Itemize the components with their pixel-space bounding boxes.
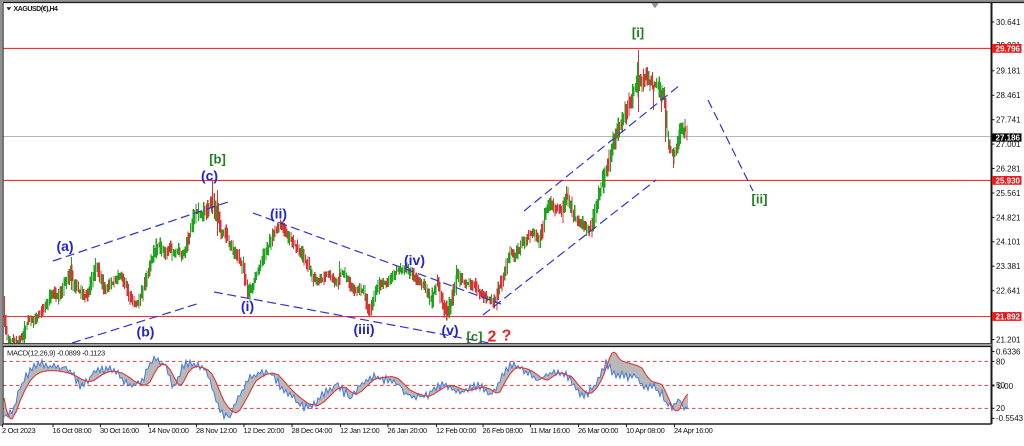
- svg-text:25.561: 25.561: [996, 189, 1021, 198]
- svg-text:(v): (v): [441, 322, 458, 338]
- svg-text:28 Nov 12:00: 28 Nov 12:00: [196, 426, 237, 435]
- svg-text:24.821: 24.821: [996, 213, 1021, 222]
- svg-text:2 Oct 2023: 2 Oct 2023: [2, 426, 35, 435]
- svg-text:26.281: 26.281: [996, 164, 1021, 173]
- svg-text:(iv): (iv): [404, 252, 425, 268]
- svg-text:22.641: 22.641: [996, 287, 1021, 296]
- svg-text:0.00: 0.00: [998, 382, 1014, 391]
- svg-text:26 Feb 08:00: 26 Feb 08:00: [483, 426, 523, 435]
- svg-text:21.892: 21.892: [996, 313, 1021, 322]
- svg-text:16 Oct 08:00: 16 Oct 08:00: [53, 426, 92, 435]
- svg-text:[b]: [b]: [209, 151, 226, 166]
- svg-text:2: 2: [488, 328, 497, 345]
- svg-text:29.181: 29.181: [996, 67, 1021, 76]
- svg-text:23.381: 23.381: [996, 262, 1021, 271]
- svg-text:12 Dec 20:00: 12 Dec 20:00: [244, 426, 285, 435]
- svg-text:[i]: [i]: [632, 25, 644, 40]
- svg-text:XAGUSD(€),H4: XAGUSD(€),H4: [14, 6, 59, 13]
- svg-text:[ii]: [ii]: [752, 191, 768, 206]
- svg-text:29.796: 29.796: [996, 44, 1021, 53]
- svg-text:80: 80: [996, 357, 1005, 366]
- svg-text:28.461: 28.461: [996, 91, 1021, 100]
- svg-text:50: 50: [996, 381, 1005, 390]
- svg-text:(a): (a): [56, 238, 73, 254]
- svg-text:12 Jan 12:00: 12 Jan 12:00: [340, 426, 379, 435]
- svg-text:?: ?: [502, 327, 512, 344]
- svg-text:12 Feb 00:00: 12 Feb 00:00: [436, 426, 476, 435]
- svg-text:26 Mar 00:00: 26 Mar 00:00: [578, 426, 618, 435]
- svg-text:11 Mar 16:00: 11 Mar 16:00: [530, 426, 570, 435]
- svg-text:10 Apr 08:00: 10 Apr 08:00: [626, 426, 665, 435]
- svg-text:20: 20: [996, 404, 1005, 413]
- svg-text:25.930: 25.930: [996, 176, 1021, 185]
- svg-text:27.186: 27.186: [996, 134, 1021, 143]
- svg-text:26 Jan 20:00: 26 Jan 20:00: [388, 426, 427, 435]
- svg-text:(ii): (ii): [270, 206, 287, 222]
- svg-text:(c): (c): [201, 168, 218, 184]
- svg-text:30 Oct 16:00: 30 Oct 16:00: [100, 426, 139, 435]
- svg-text:24 Apr 16:00: 24 Apr 16:00: [674, 426, 713, 435]
- svg-text:(i): (i): [241, 298, 254, 314]
- svg-text:14 Nov 00:00: 14 Nov 00:00: [148, 426, 189, 435]
- svg-text:27.741: 27.741: [996, 116, 1021, 125]
- svg-text:24.101: 24.101: [996, 238, 1021, 247]
- svg-text:-0.5543: -0.5543: [996, 414, 1024, 423]
- svg-text:MACD(12,26,9) -0.0899 -0.1123: MACD(12,26,9) -0.0899 -0.1123: [7, 349, 105, 358]
- svg-text:28 Dec 04:00: 28 Dec 04:00: [292, 426, 333, 435]
- svg-text:30.641: 30.641: [996, 18, 1021, 27]
- svg-text:0.6336: 0.6336: [996, 347, 1021, 356]
- svg-text:(iii): (iii): [354, 321, 375, 337]
- svg-text:27.001: 27.001: [996, 140, 1021, 149]
- svg-text:[c]: [c]: [467, 329, 483, 344]
- svg-text:21.201: 21.201: [996, 335, 1021, 344]
- svg-text:(b): (b): [137, 324, 155, 340]
